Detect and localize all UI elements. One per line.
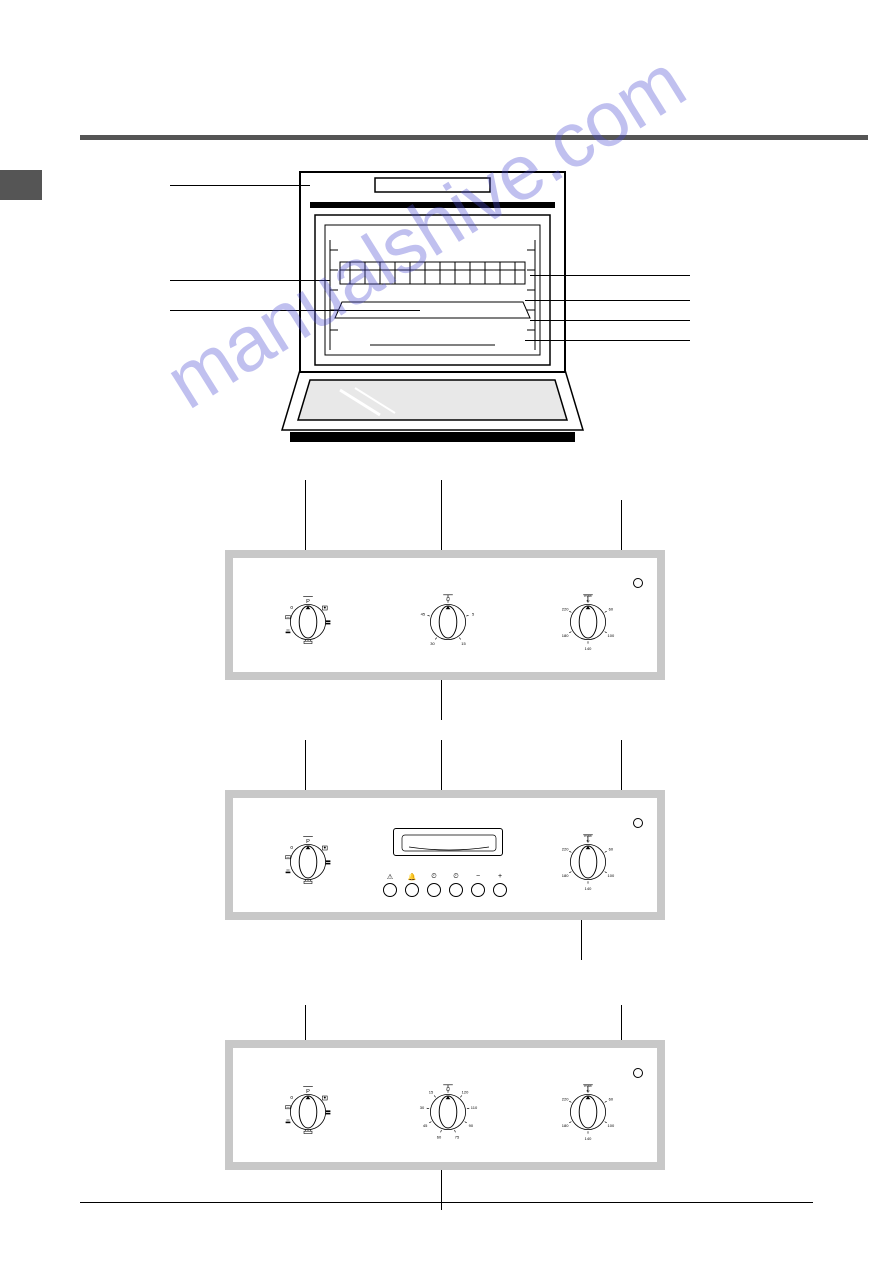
side-tab <box>0 170 42 200</box>
svg-text:60: 60 <box>609 606 614 611</box>
svg-text:140: 140 <box>585 886 592 890</box>
control-knob: 🌡 max60100140180220 <box>558 830 618 890</box>
svg-text:220: 220 <box>562 606 569 611</box>
svg-text:180: 180 <box>562 1123 569 1128</box>
control-knob: ⏲ 05153045 <box>418 590 478 650</box>
indicator-lamp <box>633 818 643 828</box>
digital-display <box>393 828 503 856</box>
button-row: ⚠ 🔔 ⏲ ⏲ − + <box>383 873 507 897</box>
leader-line <box>621 500 622 550</box>
svg-text:30: 30 <box>430 641 435 646</box>
control-panel: P 0 ⏲ 0120110907560453015 🌡 <box>225 1040 665 1170</box>
svg-text:0: 0 <box>290 605 293 611</box>
panel-button <box>427 883 441 897</box>
leader-line <box>530 275 690 276</box>
svg-text:P: P <box>306 599 310 605</box>
panel-button <box>471 883 485 897</box>
control-knob: 🌡 max60100140180220 <box>558 590 618 650</box>
control-knob: P 0 <box>278 830 338 890</box>
svg-text:100: 100 <box>608 633 615 638</box>
svg-text:60: 60 <box>437 1134 442 1139</box>
svg-text:max: max <box>584 833 592 838</box>
svg-text:75: 75 <box>455 1134 460 1139</box>
svg-text:P: P <box>306 1089 310 1095</box>
leader-line <box>621 1005 622 1040</box>
leader-line <box>441 1170 442 1210</box>
leader-line <box>441 680 442 720</box>
leader-line <box>441 480 442 550</box>
leader-line <box>170 310 420 311</box>
button-icon: 🔔 <box>408 873 417 881</box>
svg-text:0: 0 <box>290 845 293 851</box>
svg-text:max: max <box>584 593 592 598</box>
svg-text:P: P <box>306 839 310 845</box>
leader-line <box>530 320 690 321</box>
button-icon: + <box>498 873 502 881</box>
svg-text:90: 90 <box>469 1123 474 1128</box>
panel-button <box>449 883 463 897</box>
svg-text:120: 120 <box>462 1089 469 1094</box>
oven-diagram <box>280 170 585 460</box>
control-knob: ⏲ 0120110907560453015 <box>418 1080 478 1140</box>
bottom-rule <box>80 1202 813 1203</box>
svg-text:15: 15 <box>429 1089 434 1094</box>
svg-text:220: 220 <box>562 846 569 851</box>
svg-text:15: 15 <box>461 641 466 646</box>
control-knob: 🌡 max60100140180220 <box>558 1080 618 1140</box>
svg-text:100: 100 <box>608 873 615 878</box>
top-rule <box>80 135 868 140</box>
svg-text:220: 220 <box>562 1096 569 1101</box>
indicator-lamp <box>633 578 643 588</box>
panel-button <box>405 883 419 897</box>
svg-text:45: 45 <box>423 1123 428 1128</box>
svg-text:180: 180 <box>562 873 569 878</box>
svg-text:5: 5 <box>472 611 475 616</box>
leader-line <box>305 740 306 790</box>
leader-line <box>170 185 310 186</box>
control-knob: P 0 <box>278 590 338 650</box>
panel-button <box>493 883 507 897</box>
leader-line <box>170 280 330 281</box>
svg-text:0: 0 <box>290 1095 293 1101</box>
svg-text:140: 140 <box>585 646 592 650</box>
svg-text:45: 45 <box>421 611 426 616</box>
button-icon: ⏲ <box>453 873 458 881</box>
panel-button <box>383 883 397 897</box>
svg-text:60: 60 <box>609 1096 614 1101</box>
indicator-lamp <box>633 1068 643 1078</box>
svg-text:140: 140 <box>585 1136 592 1140</box>
leader-line <box>525 340 690 341</box>
control-panel: P 0 ⏲ 05153045 🌡 <box>225 550 665 680</box>
svg-text:max: max <box>584 1083 592 1088</box>
control-panel: P 0 🌡 max60100140180220 ⚠🔔⏲⏲−+ <box>225 790 665 920</box>
leader-line <box>581 920 582 960</box>
control-knob: P 0 <box>278 1080 338 1140</box>
button-icon: − <box>476 873 480 881</box>
button-icon: ⚠ <box>387 873 393 881</box>
button-icon: ⏲ <box>431 873 436 881</box>
svg-text:100: 100 <box>608 1123 615 1128</box>
svg-text:30: 30 <box>420 1105 425 1110</box>
svg-text:110: 110 <box>471 1105 478 1110</box>
leader-line <box>621 740 622 790</box>
svg-text:180: 180 <box>562 633 569 638</box>
leader-line <box>305 1005 306 1040</box>
svg-text:60: 60 <box>609 846 614 851</box>
leader-line <box>525 300 690 301</box>
leader-line <box>441 740 442 790</box>
leader-line <box>305 480 306 550</box>
